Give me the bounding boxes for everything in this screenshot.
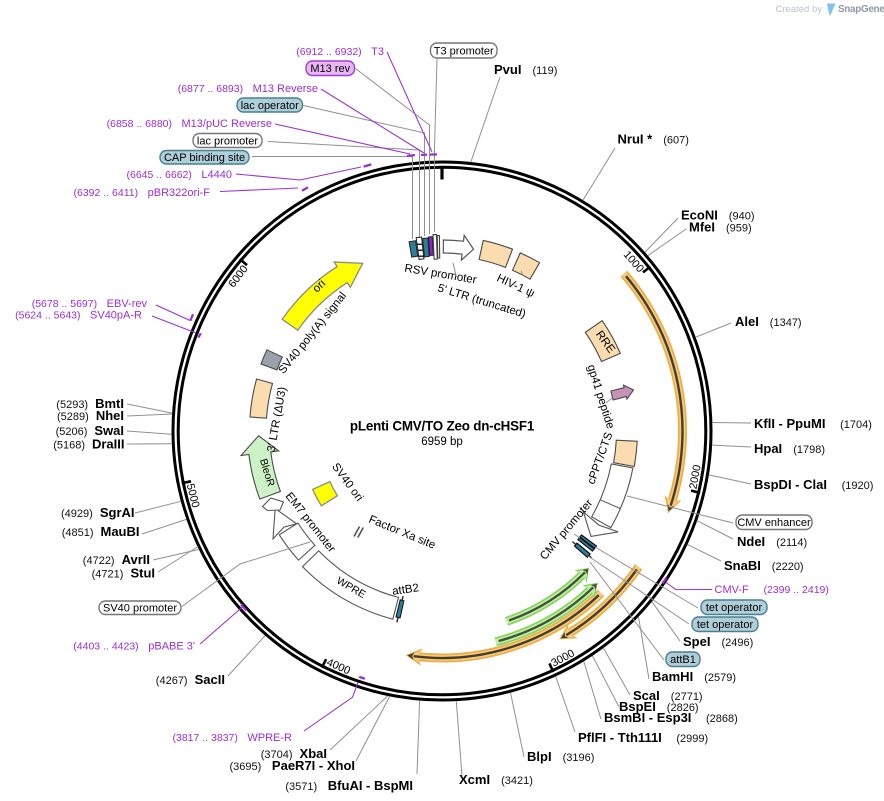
svg-text:SV40pA-R: SV40pA-R — [90, 310, 142, 322]
svg-text:(1920): (1920) — [842, 480, 874, 492]
svg-text:BspEI: BspEI — [619, 699, 656, 714]
svg-text:M13/pUC Reverse: M13/pUC Reverse — [182, 118, 272, 130]
svg-text:SnapGene: SnapGene — [838, 4, 884, 15]
svg-text:(5206): (5206) — [56, 426, 88, 438]
svg-text:MfeI: MfeI — [689, 220, 715, 235]
svg-text:BamHI: BamHI — [652, 669, 693, 684]
svg-text:(4721): (4721) — [92, 569, 124, 581]
svg-text:(3196): (3196) — [563, 752, 595, 764]
svg-text:(6858 .. 6880): (6858 .. 6880) — [107, 118, 172, 130]
svg-text:AvrII: AvrII — [122, 552, 150, 567]
svg-text:XcmI: XcmI — [459, 772, 490, 787]
svg-text:NruI *: NruI * — [618, 132, 654, 147]
svg-text:(1704): (1704) — [840, 419, 872, 431]
svg-text:L4440: L4440 — [201, 169, 232, 181]
svg-text:lac operator: lac operator — [241, 100, 299, 112]
svg-text:(959): (959) — [726, 223, 752, 235]
svg-text:EcoNI: EcoNI — [681, 208, 718, 223]
svg-text:(4929): (4929) — [61, 508, 93, 520]
svg-text:PvuI: PvuI — [494, 62, 521, 77]
svg-text:SgrAI: SgrAI — [100, 505, 135, 520]
svg-text:6959 bp: 6959 bp — [421, 436, 463, 448]
svg-text:5000: 5000 — [184, 482, 202, 509]
svg-text:(3421): (3421) — [501, 775, 533, 787]
svg-text:(3817 .. 3837): (3817 .. 3837) — [173, 732, 238, 744]
svg-text:(5678 .. 5697): (5678 .. 5697) — [32, 298, 97, 310]
svg-text:(2399 .. 2419): (2399 .. 2419) — [764, 584, 829, 596]
svg-text:SacII: SacII — [195, 672, 225, 687]
svg-text:SpeI: SpeI — [683, 634, 710, 649]
svg-text:(2579): (2579) — [704, 672, 736, 684]
svg-text:(2220): (2220) — [772, 561, 804, 573]
svg-text:SV40 promoter: SV40 promoter — [103, 603, 177, 615]
svg-text:CMV enhancer: CMV enhancer — [737, 517, 811, 529]
svg-text:tet operator: tet operator — [706, 602, 763, 614]
svg-text:(607): (607) — [663, 135, 689, 147]
svg-text:(6877 .. 6893): (6877 .. 6893) — [178, 83, 243, 95]
svg-text:EBV-rev: EBV-rev — [107, 298, 148, 310]
svg-text:(2114): (2114) — [776, 537, 807, 549]
svg-text:PaeR7I - XhoI: PaeR7I - XhoI — [272, 758, 355, 773]
svg-text:BsmBI - Esp3I: BsmBI - Esp3I — [604, 710, 691, 725]
svg-text:(6392 .. 6411): (6392 .. 6411) — [73, 187, 138, 199]
svg-text:NheI: NheI — [96, 408, 124, 423]
svg-text:MauBI: MauBI — [101, 524, 140, 539]
svg-text:(5168): (5168) — [53, 440, 85, 452]
svg-text:pBR322ori-F: pBR322ori-F — [148, 187, 211, 199]
svg-text:SnaBI: SnaBI — [724, 558, 761, 573]
svg-text:CMV-F: CMV-F — [715, 584, 750, 596]
svg-text:(119): (119) — [533, 65, 558, 77]
svg-text:(4851): (4851) — [62, 527, 94, 539]
svg-text:attB1: attB1 — [670, 654, 696, 666]
svg-text:PflFI - Tth111I: PflFI - Tth111I — [578, 730, 662, 745]
svg-text:BlpI: BlpI — [527, 749, 552, 764]
svg-text:T3 promoter: T3 promoter — [434, 45, 494, 57]
svg-text:Created by: Created by — [776, 4, 823, 15]
svg-text:(2826): (2826) — [667, 702, 699, 714]
svg-text:(1798): (1798) — [793, 444, 825, 456]
svg-text:(2999): (2999) — [676, 733, 708, 745]
svg-text:(4267): (4267) — [156, 675, 188, 687]
svg-text:(3695): (3695) — [230, 761, 262, 773]
svg-text:SwaI: SwaI — [94, 423, 124, 438]
svg-text:(4722): (4722) — [83, 555, 115, 567]
svg-text:BmtI: BmtI — [95, 396, 124, 411]
svg-text:attB2: attB2 — [391, 582, 419, 598]
svg-text:lac promoter: lac promoter — [197, 135, 258, 147]
svg-text:M13 Reverse: M13 Reverse — [253, 83, 318, 95]
svg-text:XbaI: XbaI — [300, 746, 327, 761]
svg-text:pLenti CMV/TO Zeo dn-cHSF1: pLenti CMV/TO Zeo dn-cHSF1 — [350, 419, 535, 434]
svg-text:NdeI: NdeI — [737, 534, 765, 549]
svg-text:(940): (940) — [729, 211, 755, 223]
svg-text:tet operator: tet operator — [697, 619, 754, 631]
svg-text:StuI: StuI — [130, 566, 155, 581]
svg-text:DraIII: DraIII — [92, 437, 125, 452]
svg-text:(2868): (2868) — [706, 713, 738, 725]
svg-text:pBABE 3': pBABE 3' — [148, 641, 195, 653]
svg-text:(3704): (3704) — [261, 749, 293, 761]
svg-text:WPRE-R: WPRE-R — [247, 732, 292, 744]
svg-text:CAP binding site: CAP binding site — [164, 152, 245, 164]
svg-text:KflI - PpuMI: KflI - PpuMI — [754, 416, 826, 431]
svg-text:(5289): (5289) — [57, 411, 89, 423]
svg-text:(4403 .. 4423): (4403 .. 4423) — [73, 641, 138, 653]
svg-text:(6912 .. 6932): (6912 .. 6932) — [296, 46, 361, 58]
svg-text:(2496): (2496) — [722, 637, 754, 649]
svg-text:BspDI - ClaI: BspDI - ClaI — [754, 477, 827, 492]
svg-text:ScaI: ScaI — [633, 688, 660, 703]
svg-text:T3: T3 — [371, 46, 384, 58]
svg-text:(5293): (5293) — [56, 399, 88, 411]
svg-text:2000: 2000 — [687, 464, 703, 490]
svg-text:(3571): (3571) — [285, 781, 317, 793]
svg-text:AleI: AleI — [735, 314, 759, 329]
svg-text:M13 rev: M13 rev — [310, 63, 350, 75]
svg-text:(2771): (2771) — [671, 691, 703, 703]
svg-text:HpaI: HpaI — [754, 441, 782, 456]
svg-text:(5624 .. 5643): (5624 .. 5643) — [15, 310, 80, 322]
svg-text:(6645 .. 6662): (6645 .. 6662) — [127, 169, 192, 181]
svg-text:BfuAI - BspMI: BfuAI - BspMI — [328, 778, 413, 793]
svg-text:(1347): (1347) — [770, 317, 802, 329]
